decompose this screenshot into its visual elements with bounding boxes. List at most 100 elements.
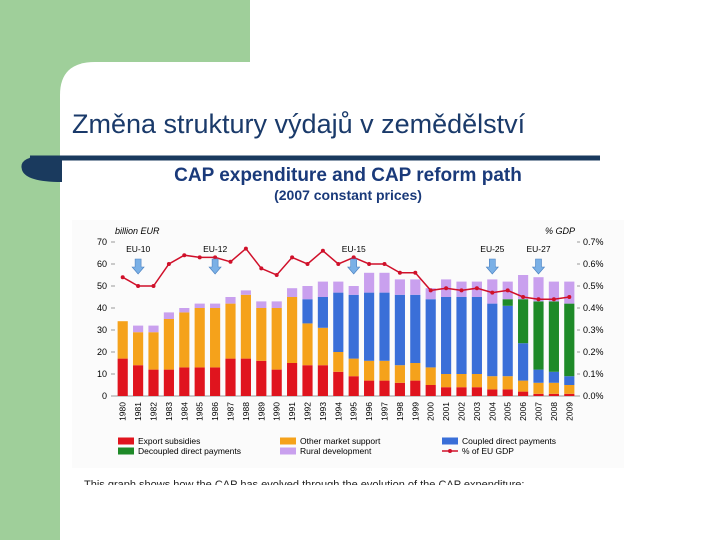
line-point bbox=[197, 255, 202, 260]
bar-segment bbox=[394, 365, 405, 383]
x-tick-label: 2005 bbox=[503, 402, 513, 421]
bar-segment bbox=[148, 325, 159, 333]
annotation-arrow bbox=[208, 258, 222, 275]
bar-segment bbox=[564, 385, 575, 394]
bar-segment bbox=[256, 360, 267, 396]
bar-segment bbox=[333, 352, 344, 372]
bar-segment bbox=[487, 303, 498, 377]
bar-segment bbox=[287, 363, 298, 396]
decor bbox=[21, 156, 63, 182]
line-point bbox=[490, 290, 495, 295]
x-tick-label: 1986 bbox=[210, 402, 220, 421]
line-point bbox=[228, 259, 233, 264]
bar-segment bbox=[240, 358, 251, 396]
bar-segment bbox=[317, 327, 328, 366]
line-point bbox=[367, 262, 372, 266]
bar-segment bbox=[210, 367, 221, 396]
y-tick-label: 10 bbox=[97, 369, 107, 379]
chart-title: CAP expenditure and CAP reform path bbox=[174, 165, 522, 186]
bar-segment bbox=[533, 301, 544, 370]
bar-segment bbox=[348, 286, 359, 295]
bar-segment bbox=[302, 299, 313, 324]
line-point bbox=[166, 262, 171, 266]
bar-segment bbox=[271, 369, 282, 396]
bar-segment bbox=[179, 308, 190, 313]
x-tick-label: 2000 bbox=[426, 402, 436, 421]
bar-segment bbox=[133, 325, 144, 333]
line bbox=[122, 247, 570, 300]
bar-segment bbox=[502, 376, 513, 390]
line-point bbox=[505, 288, 510, 293]
bar-segment bbox=[364, 380, 375, 396]
x-tick-label: 1988 bbox=[241, 402, 251, 421]
bar-segment bbox=[348, 376, 359, 396]
x-tick-label: 1998 bbox=[395, 402, 405, 421]
line-point bbox=[182, 253, 187, 258]
bar-segment bbox=[425, 385, 436, 396]
x-tick-label: 1997 bbox=[380, 402, 390, 421]
bar-segment bbox=[163, 369, 174, 396]
bar-segment bbox=[564, 393, 575, 396]
bar-segment bbox=[133, 365, 144, 396]
y-tick-label: 50 bbox=[97, 281, 107, 291]
legend-label: Coupled direct payments bbox=[462, 436, 556, 446]
x-tick-label: 1994 bbox=[333, 402, 343, 421]
y2-tick-label: 0.0% bbox=[583, 391, 604, 401]
line-point bbox=[320, 248, 325, 253]
bar-segment bbox=[502, 299, 513, 306]
bar-segment bbox=[548, 382, 559, 394]
x-tick-label: 1989 bbox=[256, 402, 266, 421]
bar-segment bbox=[317, 297, 328, 328]
bar-segment bbox=[518, 299, 529, 344]
legend-swatch bbox=[280, 437, 296, 445]
bar-segment bbox=[379, 292, 390, 361]
bar-segment bbox=[287, 288, 298, 297]
bar-segment bbox=[456, 374, 467, 388]
bar-segment bbox=[533, 382, 544, 394]
bar-segment bbox=[240, 294, 251, 359]
line-point bbox=[397, 270, 402, 275]
line-point bbox=[413, 270, 418, 275]
legend-label: % of EU GDP bbox=[462, 446, 514, 456]
legend-swatch bbox=[448, 449, 452, 453]
bar-segment bbox=[471, 297, 482, 374]
x-tick-label: 2001 bbox=[441, 402, 451, 421]
bar-segment bbox=[410, 279, 421, 295]
bar-segment bbox=[225, 297, 236, 304]
y2-tick-label: 0.1% bbox=[583, 369, 604, 379]
bar-segment bbox=[425, 367, 436, 385]
line-point bbox=[444, 286, 449, 291]
bar-segment bbox=[502, 389, 513, 396]
note-clip: This graph shows how the CAP has evolved… bbox=[84, 479, 524, 491]
bar-segment bbox=[564, 303, 575, 377]
x-tick-label: 1995 bbox=[349, 402, 359, 421]
y-axis-label: billion EUR bbox=[115, 226, 160, 236]
x-tick-label: 2006 bbox=[518, 402, 528, 421]
bar-segment bbox=[240, 290, 251, 295]
bar-segment bbox=[410, 294, 421, 363]
annotation: EU-10 bbox=[126, 244, 150, 254]
x-tick-label: 1984 bbox=[179, 402, 189, 421]
line-point bbox=[459, 288, 464, 293]
bar-segment bbox=[502, 305, 513, 377]
x-tick-label: 2009 bbox=[564, 402, 574, 421]
annotation: EU-15 bbox=[342, 244, 366, 254]
legend-swatch bbox=[118, 447, 134, 455]
y2-tick-label: 0.4% bbox=[583, 303, 604, 313]
x-tick-label: 1983 bbox=[164, 402, 174, 421]
x-tick-label: 1980 bbox=[118, 402, 128, 421]
note: This graph shows how the CAP has evolved… bbox=[84, 479, 524, 491]
bar-segment bbox=[302, 365, 313, 396]
bar-segment bbox=[441, 374, 452, 388]
y-tick-label: 60 bbox=[97, 259, 107, 269]
x-tick-label: 1993 bbox=[318, 402, 328, 421]
bar-segment bbox=[210, 303, 221, 308]
y2-tick-label: 0.3% bbox=[583, 325, 604, 335]
line-point bbox=[213, 255, 218, 260]
y-tick-label: 20 bbox=[97, 347, 107, 357]
bar-segment bbox=[441, 297, 452, 374]
bar-segment bbox=[471, 374, 482, 388]
bar-segment bbox=[487, 389, 498, 396]
x-tick-label: 1991 bbox=[287, 402, 297, 421]
